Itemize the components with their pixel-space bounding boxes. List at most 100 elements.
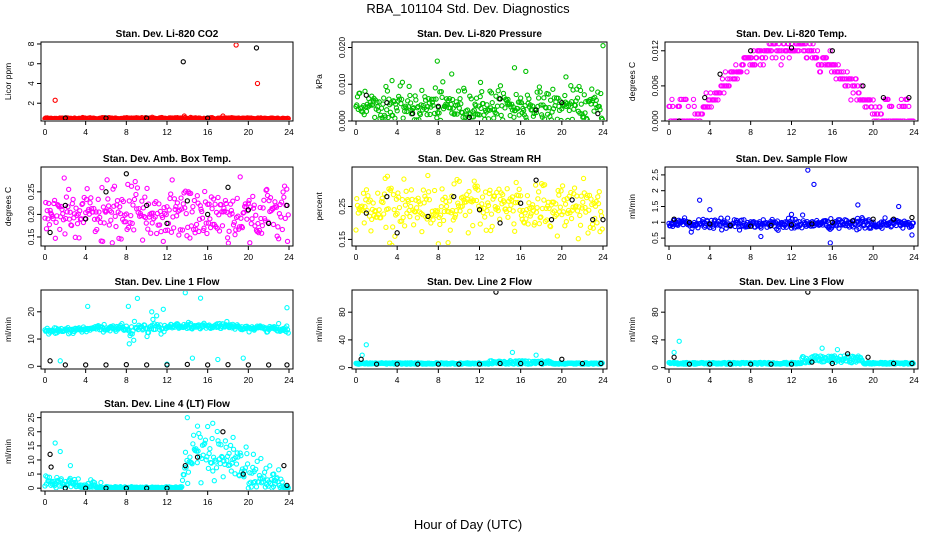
- data-point: [509, 194, 516, 200]
- x-tick-label: 16: [203, 127, 213, 137]
- data-point: [83, 216, 89, 222]
- panel-2: Stan. Dev. Li-820 Pressure kPa 0 4 8 12 16 20 24…: [314, 29, 608, 137]
- data-point: [568, 83, 574, 89]
- x-tick-label: 16: [203, 375, 213, 385]
- data-point: [848, 97, 854, 103]
- data-point: [250, 451, 257, 457]
- data-point: [220, 113, 226, 119]
- data-point: [165, 227, 171, 233]
- data-point: [890, 216, 897, 222]
- data-point: [844, 69, 850, 75]
- data-point: [212, 201, 218, 207]
- data-point: [844, 351, 851, 357]
- y-tick-label: 1.5: [650, 200, 660, 212]
- data-point: [260, 205, 266, 211]
- data-point: [694, 118, 699, 120]
- points: [666, 291, 916, 367]
- data-point: [368, 228, 374, 234]
- data-point: [404, 108, 410, 115]
- data-point: [164, 362, 170, 368]
- y-tick-label: 0.000: [337, 110, 347, 132]
- data-point: [773, 55, 779, 61]
- data-point: [759, 55, 766, 61]
- x-tick-label: 4: [83, 375, 88, 385]
- data-point: [47, 358, 53, 364]
- data-point: [279, 226, 285, 233]
- data-point: [54, 474, 60, 481]
- data-point: [493, 93, 499, 99]
- data-point: [419, 87, 425, 94]
- data-point: [84, 185, 90, 192]
- data-point: [111, 203, 117, 209]
- data-point: [237, 174, 243, 180]
- plot-frame: [40, 41, 294, 122]
- data-point: [244, 450, 250, 457]
- data-point: [810, 358, 816, 364]
- data-point: [568, 189, 574, 196]
- data-point: [579, 360, 586, 367]
- data-point: [245, 207, 251, 213]
- data-point: [161, 204, 167, 211]
- data-point: [493, 291, 499, 295]
- panel-title: Stan. Dev. Line 1 Flow: [115, 277, 220, 288]
- data-point: [234, 195, 240, 201]
- data-point: [194, 459, 200, 466]
- data-point: [416, 117, 422, 120]
- data-point: [367, 197, 373, 203]
- data-point: [131, 337, 137, 343]
- data-point: [829, 219, 835, 225]
- data-point: [214, 428, 220, 435]
- data-point: [381, 211, 387, 217]
- data-point: [280, 189, 286, 195]
- data-point: [547, 223, 553, 229]
- data-point: [534, 89, 540, 95]
- data-point: [413, 205, 420, 211]
- data-point: [412, 93, 418, 99]
- data-point: [62, 231, 68, 237]
- data-point: [878, 111, 884, 117]
- x-tick-label: 4: [395, 375, 400, 385]
- data-point: [377, 115, 383, 120]
- data-point: [524, 117, 530, 120]
- data-point: [536, 221, 543, 227]
- data-point: [373, 361, 380, 367]
- data-point: [415, 361, 421, 367]
- x-tick-label: 20: [244, 252, 254, 262]
- y-axis-label: ml/min: [3, 439, 13, 464]
- data-point: [219, 223, 226, 229]
- data-point: [717, 71, 723, 77]
- data-point: [70, 196, 76, 203]
- data-point: [194, 454, 201, 460]
- data-point: [372, 114, 378, 120]
- data-point: [60, 211, 66, 217]
- data-point: [144, 362, 150, 368]
- data-point: [268, 476, 274, 483]
- data-point: [52, 97, 58, 103]
- data-point: [255, 220, 261, 227]
- data-point: [732, 76, 738, 82]
- points: [353, 172, 606, 245]
- data-point: [725, 76, 731, 82]
- data-point: [62, 202, 68, 209]
- data-point: [399, 96, 405, 102]
- panel-title: Stan. Dev. Li-820 Temp.: [736, 29, 847, 40]
- y-tick-label: 0.000: [650, 110, 660, 132]
- data-point: [218, 442, 224, 448]
- data-point: [125, 224, 132, 231]
- data-point: [272, 199, 278, 205]
- data-point: [273, 204, 280, 210]
- data-point: [779, 55, 786, 61]
- data-point: [210, 468, 216, 474]
- data-point: [690, 118, 696, 120]
- data-point: [511, 65, 518, 71]
- data-point: [850, 90, 856, 96]
- y-tick-label: 0.5: [650, 232, 660, 244]
- data-point: [455, 88, 462, 94]
- data-point: [563, 74, 569, 80]
- data-point: [467, 208, 473, 214]
- data-point: [284, 186, 290, 192]
- x-tick-label: 8: [436, 375, 441, 385]
- data-point: [93, 209, 99, 215]
- data-point: [167, 195, 173, 202]
- data-point: [799, 212, 806, 218]
